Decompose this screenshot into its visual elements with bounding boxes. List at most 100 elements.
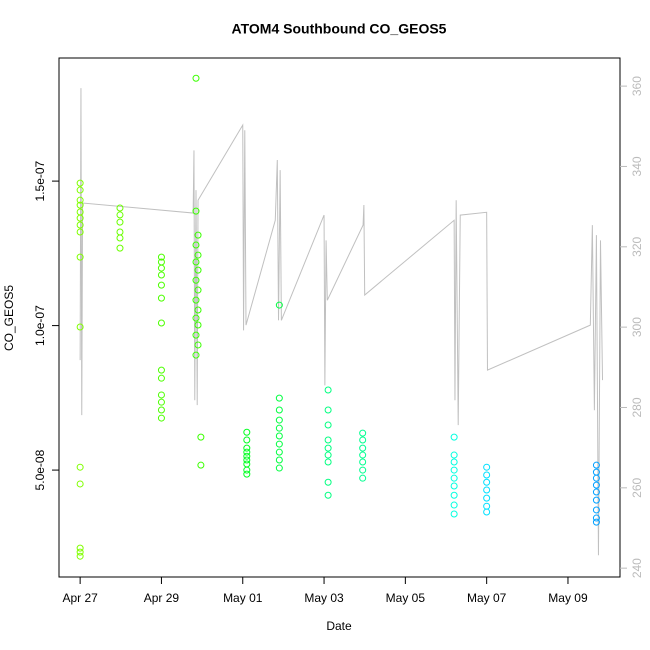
- data-point: [243, 448, 251, 456]
- data-point: [324, 386, 332, 394]
- data-point: [157, 253, 165, 261]
- data-point: [76, 463, 84, 471]
- data-point: [192, 331, 200, 339]
- data-point: [275, 464, 283, 472]
- data-point: [76, 214, 84, 222]
- data-point: [275, 406, 283, 414]
- data-point: [76, 221, 84, 229]
- data-point: [157, 374, 165, 382]
- data-point: [76, 186, 84, 194]
- data-point: [450, 482, 458, 490]
- x-axis-label: Date: [326, 619, 352, 633]
- data-point: [116, 244, 124, 252]
- data-point: [76, 196, 84, 204]
- data-point: [157, 414, 165, 422]
- data-point: [483, 471, 491, 479]
- data-point: [157, 406, 165, 414]
- data-point: [275, 432, 283, 440]
- data-point: [116, 218, 124, 226]
- data-point: [450, 466, 458, 474]
- plot-frame: [58, 57, 621, 578]
- data-line: [79, 88, 604, 556]
- data-point: [194, 306, 202, 314]
- data-point: [483, 478, 491, 486]
- data-point: [592, 481, 600, 489]
- y-tick-label: 5.0e-08: [33, 449, 47, 490]
- data-point: [359, 474, 367, 482]
- data-point: [192, 351, 200, 359]
- data-point: [76, 323, 84, 331]
- data-point: [592, 474, 600, 482]
- data-point: [116, 211, 124, 219]
- data-point: [243, 428, 251, 436]
- data-point: [592, 496, 600, 504]
- data-point: [324, 458, 332, 466]
- data-point: [483, 508, 491, 516]
- y-tick-label: 1.5e-07: [33, 160, 47, 201]
- data-point: [483, 486, 491, 494]
- data-point: [592, 518, 600, 526]
- data-point: [157, 391, 165, 399]
- data-point: [592, 514, 600, 522]
- data-point: [324, 421, 332, 429]
- data-point: [359, 458, 367, 466]
- data-point: [450, 491, 458, 499]
- y2-tick-label: 320: [630, 236, 644, 256]
- data-point: [192, 258, 200, 266]
- x-tick-label: May 05: [386, 591, 426, 605]
- data-point: [76, 228, 84, 236]
- y-tick-label: 1.0e-07: [33, 305, 47, 346]
- data-point: [243, 452, 251, 460]
- x-tick-label: Apr 29: [144, 591, 180, 605]
- data-point: [275, 448, 283, 456]
- data-point: [450, 474, 458, 482]
- data-point: [243, 466, 251, 474]
- y2-tick-label: 260: [630, 477, 644, 497]
- data-point: [450, 501, 458, 509]
- data-point: [592, 506, 600, 514]
- data-point: [76, 253, 84, 261]
- data-point: [592, 461, 600, 469]
- data-point: [450, 510, 458, 518]
- chart-title: ATOM4 Southbound CO_GEOS5: [232, 21, 447, 37]
- data-point: [243, 470, 251, 478]
- data-point: [157, 398, 165, 406]
- data-point: [76, 548, 84, 556]
- data-point: [275, 440, 283, 448]
- data-point: [194, 321, 202, 329]
- data-point: [275, 424, 283, 432]
- data-point: [192, 296, 200, 304]
- data-point: [450, 433, 458, 441]
- data-point: [359, 466, 367, 474]
- y-axis-label: CO_GEOS5: [2, 285, 16, 351]
- data-point: [243, 460, 251, 468]
- data-point: [194, 231, 202, 239]
- x-tick-label: May 09: [548, 591, 588, 605]
- data-point: [194, 251, 202, 259]
- data-point: [192, 241, 200, 249]
- data-point: [324, 451, 332, 459]
- data-point: [483, 494, 491, 502]
- data-point: [157, 264, 165, 272]
- data-point: [324, 406, 332, 414]
- data-point: [116, 228, 124, 236]
- y2-tick-label: 360: [630, 76, 644, 96]
- data-point: [194, 266, 202, 274]
- x-tick-label: Apr 27: [62, 591, 98, 605]
- data-point: [359, 436, 367, 444]
- data-point: [483, 463, 491, 471]
- x-tick-label: May 01: [223, 591, 263, 605]
- data-point: [275, 301, 283, 309]
- data-point: [275, 394, 283, 402]
- data-point: [324, 478, 332, 486]
- data-point: [76, 179, 84, 187]
- data-point: [359, 444, 367, 452]
- data-point: [194, 341, 202, 349]
- data-point: [450, 458, 458, 466]
- data-point: [197, 433, 205, 441]
- data-point: [192, 276, 200, 284]
- data-point: [275, 456, 283, 464]
- x-tick-label: May 07: [467, 591, 507, 605]
- data-point: [243, 456, 251, 464]
